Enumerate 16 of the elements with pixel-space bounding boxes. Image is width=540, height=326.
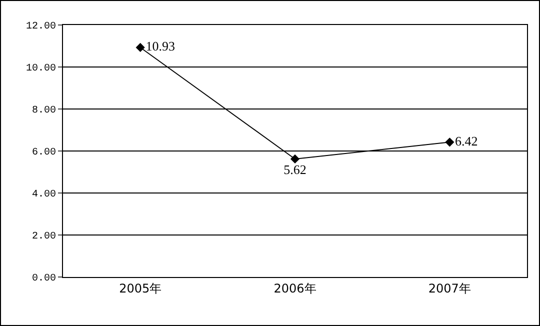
y-tick-label: 6.00	[32, 148, 56, 158]
y-tick-label: 0.00	[32, 274, 56, 284]
y-tick-label: 8.00	[32, 106, 56, 116]
y-tick-label: 2.00	[32, 232, 56, 242]
data-label: 6.42	[455, 133, 478, 148]
data-label: 5.62	[284, 162, 306, 178]
x-tick-label: 2006年	[274, 281, 316, 296]
data-label: 10.93	[146, 38, 175, 54]
point	[136, 42, 145, 52]
y-tick-label: 10.00	[26, 64, 56, 74]
x-tick-label: 2007年	[428, 281, 471, 296]
y-tick-label: 12.00	[26, 22, 56, 32]
y-tick-label: 4.00	[32, 190, 56, 200]
x-tick-label: 2005年	[119, 281, 162, 296]
point	[290, 154, 300, 164]
point	[445, 138, 454, 147]
